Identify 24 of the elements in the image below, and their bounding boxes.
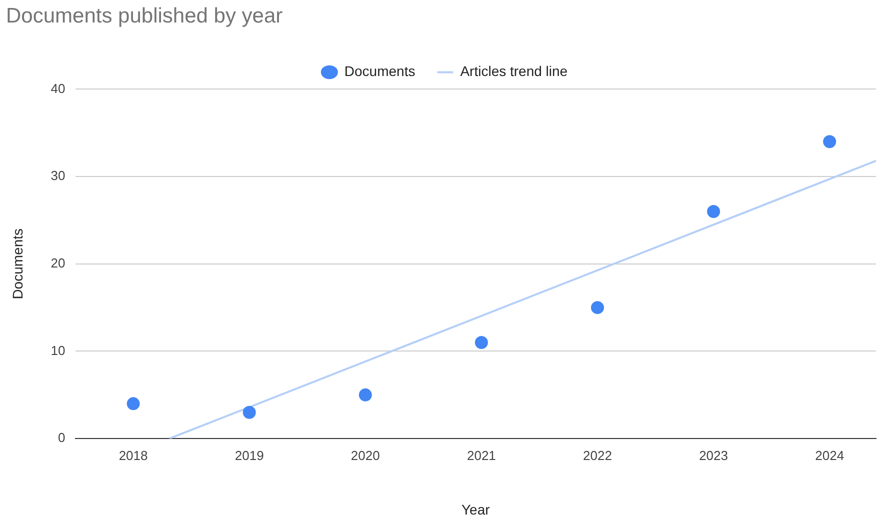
y-tick-label: 30 [50, 168, 66, 184]
x-tick-label: 2023 [699, 448, 728, 463]
y-axis-title: Documents [9, 228, 26, 300]
chart-title: Documents published by year [6, 4, 283, 28]
point [126, 397, 140, 410]
legend-label: Documents [344, 63, 416, 80]
point [590, 301, 604, 314]
legend-label: Articles trend line [460, 63, 568, 80]
y-tick-label: 40 [50, 80, 66, 96]
x-tick-label: 2018 [118, 448, 148, 463]
y-tick-label: 0 [58, 430, 66, 446]
y-tick-label: 20 [50, 255, 66, 270]
x-axis-title: Year [461, 501, 490, 518]
x-tick-label: 2021 [466, 448, 496, 463]
y-tick-label: 10 [50, 342, 66, 358]
point [358, 388, 372, 402]
point [707, 204, 720, 218]
x-tick-label: 2024 [815, 448, 844, 463]
x-tick-label: 2020 [350, 448, 380, 463]
x-tick-label: 2019 [234, 448, 264, 463]
point [823, 135, 836, 148]
point [474, 336, 488, 350]
x-tick-label: 2022 [583, 448, 612, 463]
point [242, 406, 256, 419]
